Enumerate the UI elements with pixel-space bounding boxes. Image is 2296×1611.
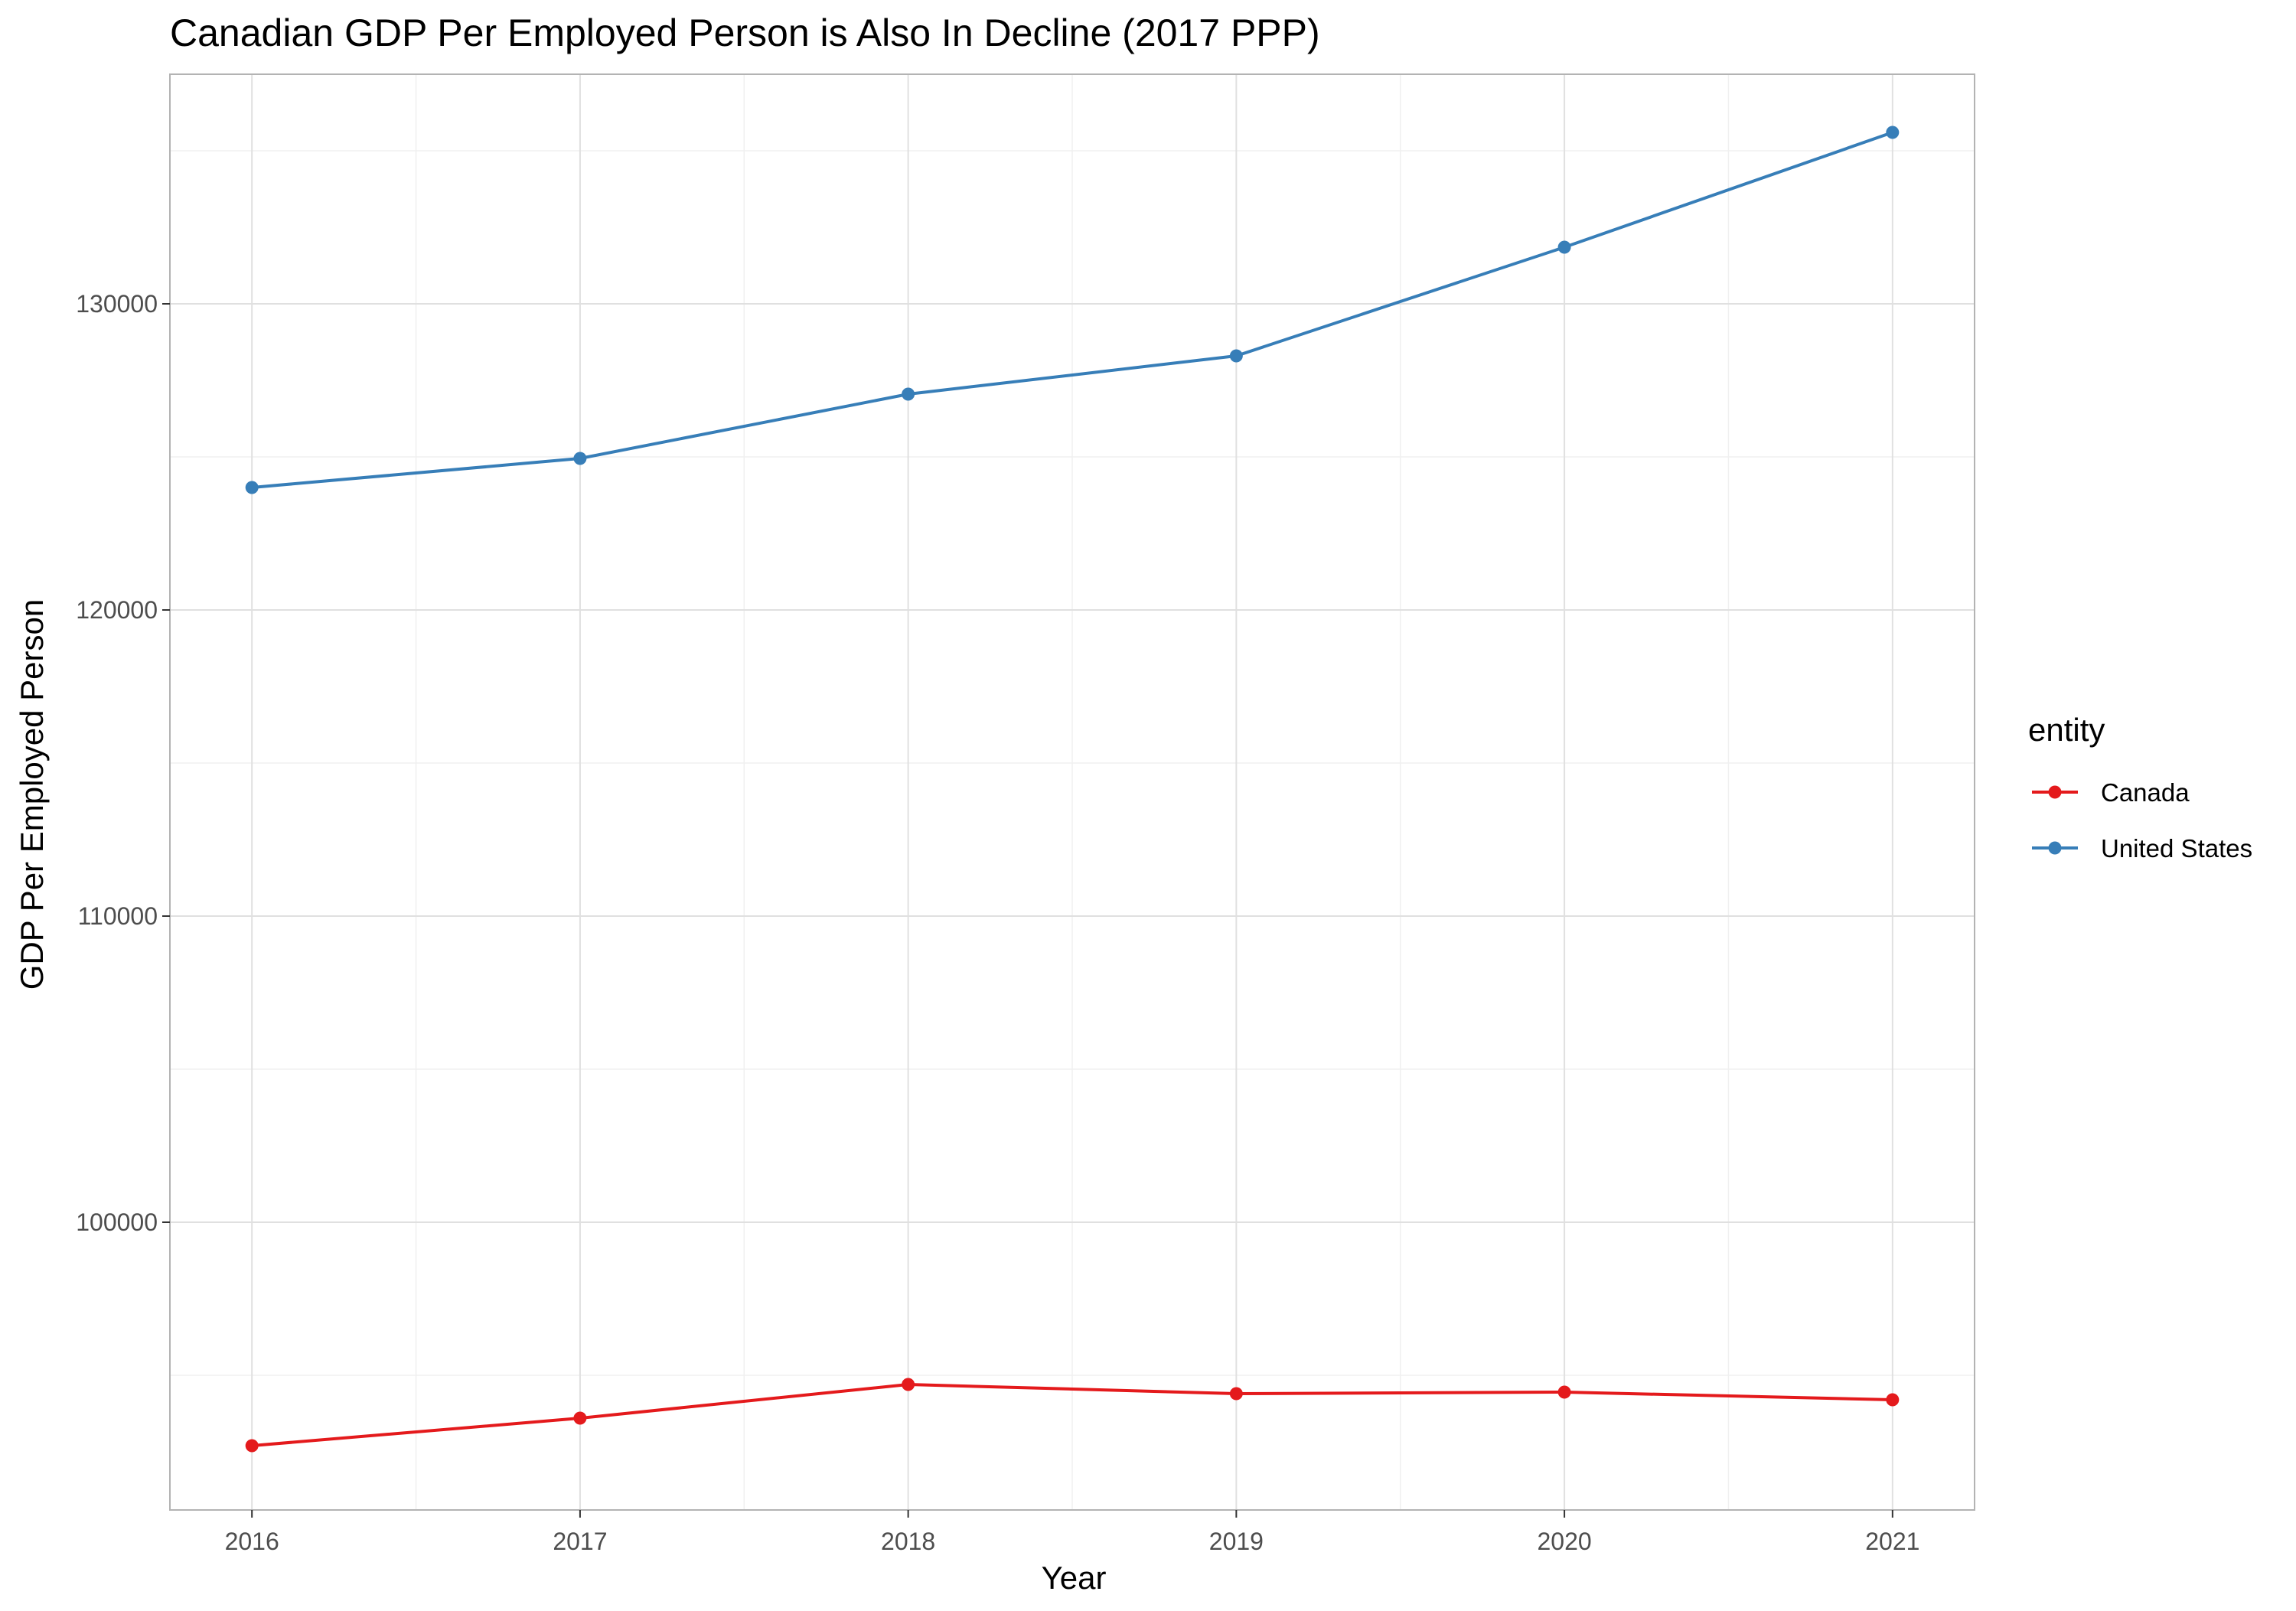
data-point	[1229, 349, 1243, 363]
data-point	[1886, 126, 1900, 139]
x-tick-label: 2018	[881, 1528, 935, 1555]
legend-key-point	[2048, 841, 2062, 855]
y-tick-label: 130000	[76, 290, 158, 318]
data-point	[245, 1439, 259, 1453]
x-tick-label: 2019	[1209, 1528, 1264, 1555]
legend-key-point	[2048, 785, 2062, 799]
legend-label: United States	[2101, 834, 2252, 863]
x-tick-label: 2017	[553, 1528, 607, 1555]
legend: entity Canada United States	[2028, 712, 2252, 863]
y-tick-label: 100000	[76, 1208, 158, 1236]
x-axis-title: Year	[1042, 1560, 1107, 1596]
y-tick-label: 110000	[78, 902, 158, 930]
data-point	[1229, 1387, 1243, 1401]
series-line	[252, 1383, 1893, 1447]
data-point	[902, 1378, 915, 1391]
y-axis-title: GDP Per Employed Person	[14, 599, 50, 990]
data-point	[1557, 1385, 1571, 1399]
axes: 2016 2017 2018 2019 2020 2021 100000 110000 1200…	[76, 290, 1919, 1555]
data-point	[1557, 240, 1571, 254]
x-tick-label: 2021	[1865, 1528, 1919, 1555]
x-tick-label: 2016	[225, 1528, 279, 1555]
series-line	[252, 131, 1893, 489]
chart-title: Canadian GDP Per Employed Person is Also…	[170, 11, 1320, 54]
data-point	[902, 387, 915, 401]
data-point	[245, 481, 259, 494]
data-point	[573, 452, 587, 465]
plot-area	[169, 73, 1975, 1511]
data-point	[1886, 1393, 1900, 1407]
legend-label: Canada	[2101, 778, 2190, 807]
x-tick-label: 2020	[1537, 1528, 1591, 1555]
data-point	[573, 1411, 587, 1425]
y-tick-label: 120000	[76, 596, 158, 624]
legend-title: entity	[2028, 712, 2105, 748]
plot-border	[169, 73, 1975, 1511]
